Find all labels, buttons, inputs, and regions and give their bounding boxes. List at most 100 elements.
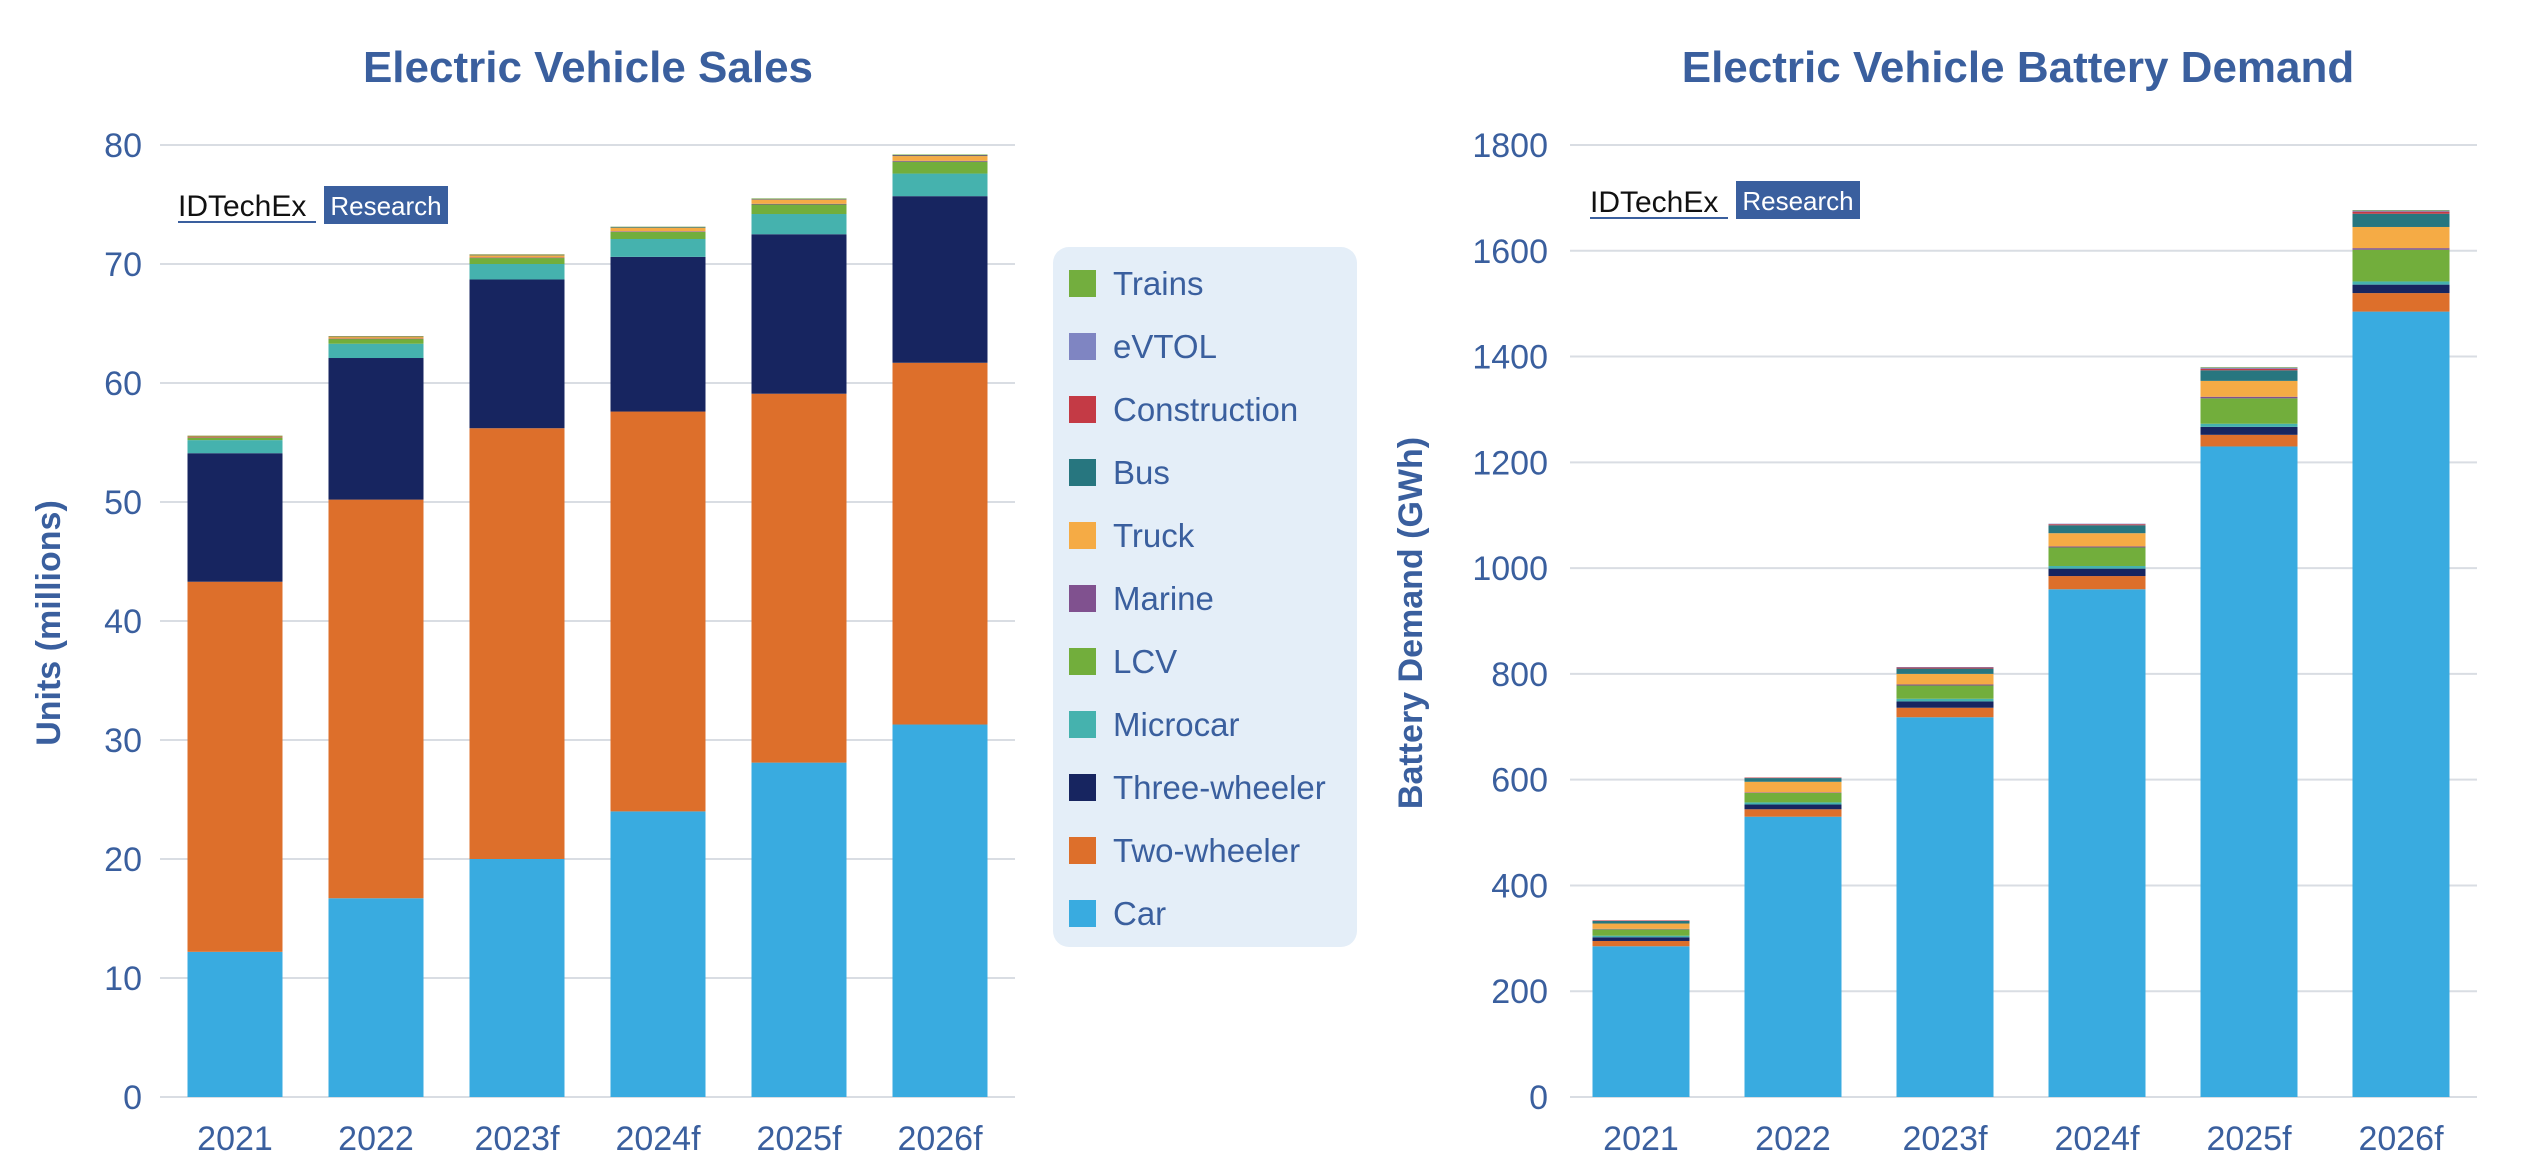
sales-bar-three-wheeler-2021 (187, 453, 283, 582)
battery-bar-marine-2026f (2352, 248, 2450, 250)
sales-x-tick-label: 2023f (474, 1120, 560, 1158)
sales-bar-three-wheeler-2022 (328, 358, 424, 500)
battery-bar-microcar-2022 (1744, 802, 1842, 805)
battery-bar-construction-2023f (1896, 667, 1994, 669)
sales-bar-two-wheeler-2022 (328, 499, 424, 899)
sales-bar-three-wheeler-2025f (751, 234, 847, 394)
sales-bar-three-wheeler-2024f (610, 256, 706, 412)
battery-x-tick-label: 2026f (2358, 1120, 2444, 1158)
legend-swatch-marine (1069, 585, 1096, 612)
legend-label-construction: Construction (1113, 391, 1298, 428)
battery-bar-lcv-2022 (1744, 792, 1842, 803)
sales-bar-marine-2025f (751, 203, 847, 205)
sales-bar-lcv-2023f (469, 258, 565, 264)
battery-chart: Electric Vehicle Battery Demand Battery … (1392, 43, 2477, 1158)
battery-bar-bus-2024f (2048, 525, 2146, 534)
sales-gridlines (160, 144, 1015, 1098)
sales-bar-three-wheeler-2023f (469, 279, 565, 429)
legend-label-car: Car (1113, 895, 1166, 932)
sales-y-tick-label: 30 (104, 722, 142, 760)
battery-bar-truck-2023f (1896, 673, 1994, 685)
battery-bar-microcar-2026f (2352, 281, 2450, 285)
battery-bar-truck-2021 (1592, 923, 1690, 929)
legend-swatch-three-wheeler (1069, 774, 1096, 801)
battery-x-tick-label: 2024f (2054, 1120, 2140, 1158)
sales-x-tick-label: 2024f (615, 1120, 701, 1158)
battery-x-ticks: 2021 2022 2023f 2024f 2025f 2026f (1603, 1120, 2444, 1158)
legend-label-bus: Bus (1113, 454, 1170, 491)
sales-bar-bus-2026f (892, 155, 988, 157)
battery-bar-microcar-2023f (1896, 698, 1994, 702)
battery-bar-car-2021 (1592, 946, 1690, 1097)
battery-bar-evtol-2023f (1896, 667, 1994, 668)
legend-swatch-lcv (1069, 648, 1096, 675)
sales-x-tick-label: 2026f (897, 1120, 983, 1158)
sales-bar-microcar-2022 (328, 343, 424, 359)
sales-y-tick-label: 50 (104, 484, 142, 522)
battery-bar-microcar-2024f (2048, 565, 2146, 569)
battery-bar-marine-2022 (1744, 792, 1842, 793)
sales-bar-car-2023f (469, 859, 565, 1097)
battery-logo-box (1736, 181, 1860, 219)
battery-y-tick-label: 1800 (1472, 127, 1548, 165)
sales-bar-two-wheeler-2026f (892, 362, 988, 725)
sales-bar-marine-2026f (892, 160, 988, 162)
sales-bar-truck-2025f (751, 199, 847, 204)
battery-y-tick-label: 800 (1491, 656, 1548, 694)
battery-bar-car-2026f (2352, 311, 2450, 1098)
battery-bar-two-wheeler-2023f (1896, 707, 1994, 718)
legend-label-truck: Truck (1113, 517, 1195, 554)
sales-bar-marine-2024f (610, 231, 706, 232)
battery-bar-evtol-2026f (2352, 210, 2450, 212)
sales-bar-microcar-2023f (469, 264, 565, 280)
legend-label-lcv: LCV (1113, 643, 1177, 680)
battery-bar-microcar-2021 (1592, 935, 1690, 938)
sales-bar-car-2025f (751, 762, 847, 1097)
battery-bar-car-2022 (1744, 816, 1842, 1097)
sales-bar-bus-2024f (610, 227, 706, 228)
sales-bar-lcv-2021 (187, 437, 283, 441)
battery-bar-construction-2026f (2352, 211, 2450, 214)
sales-bar-car-2021 (187, 951, 283, 1097)
sales-bar-lcv-2025f (751, 204, 847, 215)
legend-background (1053, 247, 1357, 947)
sales-bar-two-wheeler-2021 (187, 581, 283, 952)
sales-bar-car-2024f (610, 811, 706, 1097)
legend-swatch-truck (1069, 522, 1096, 549)
battery-bar-two-wheeler-2024f (2048, 576, 2146, 590)
battery-bar-microcar-2025f (2200, 423, 2298, 427)
battery-bar-marine-2023f (1896, 684, 1994, 686)
battery-logo-tag: Research (1742, 186, 1853, 216)
sales-logo-tag: Research (330, 191, 441, 221)
battery-bar-construction-2025f (2200, 368, 2298, 371)
sales-bar-bus-2023f (469, 254, 565, 256)
sales-logo-box (324, 186, 448, 224)
battery-bar-car-2025f (2200, 446, 2298, 1097)
battery-bar-two-wheeler-2026f (2352, 293, 2450, 312)
battery-bar-bus-2025f (2200, 370, 2298, 381)
sales-bar-bus-2025f (751, 199, 847, 200)
legend-label-two-wheeler: Two-wheeler (1113, 832, 1300, 869)
sales-bar-marine-2022 (328, 338, 424, 340)
battery-bar-three-wheeler-2022 (1744, 804, 1842, 810)
sales-bar-truck-2022 (328, 336, 424, 339)
battery-x-tick-label: 2021 (1603, 1120, 1679, 1158)
battery-y-tick-label: 200 (1491, 973, 1548, 1011)
legend-label-trains: Trains (1113, 265, 1203, 302)
battery-bar-three-wheeler-2026f (2352, 284, 2450, 294)
battery-bar-lcv-2026f (2352, 249, 2450, 282)
battery-bar-marine-2021 (1592, 928, 1690, 930)
sales-bar-truck-2026f (892, 156, 988, 161)
sales-bar-two-wheeler-2023f (469, 428, 565, 859)
battery-bar-bus-2026f (2352, 213, 2450, 227)
legend-label-three-wheeler: Three-wheeler (1113, 769, 1326, 806)
sales-chart-title: Electric Vehicle Sales (363, 43, 813, 92)
sales-y-tick-label: 70 (104, 246, 142, 284)
battery-x-tick-label: 2025f (2206, 1120, 2292, 1158)
sales-y-tick-label: 60 (104, 365, 142, 403)
sales-bar-construction-2026f (892, 154, 988, 156)
legend-swatch-two-wheeler (1069, 837, 1096, 864)
sales-bar-two-wheeler-2025f (751, 393, 847, 763)
legend: Trains eVTOL Construction Bus Truck Marine LCV… (1053, 247, 1357, 947)
battery-bar-bus-2021 (1592, 920, 1690, 924)
